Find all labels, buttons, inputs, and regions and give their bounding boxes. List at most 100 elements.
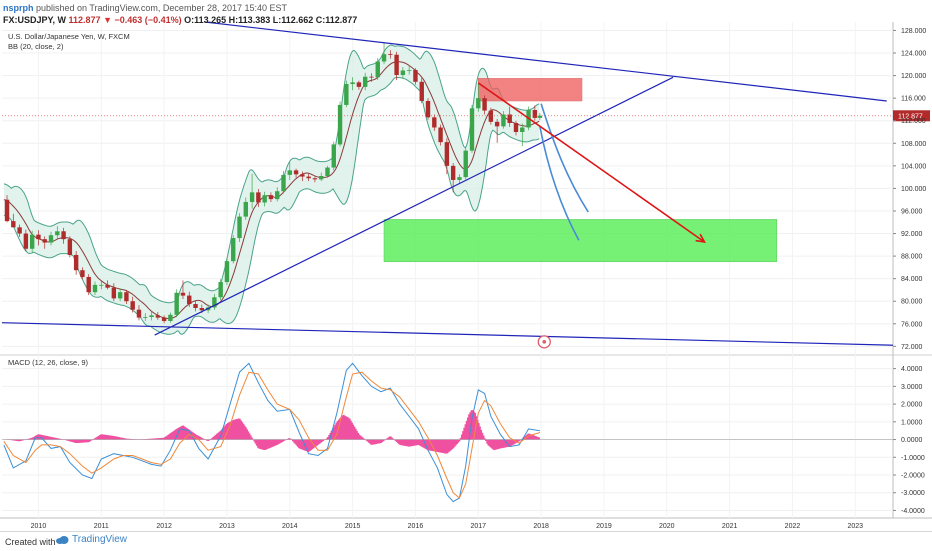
bb-legend: BB (20, close, 2)	[8, 42, 64, 51]
time-tick-label: 2019	[596, 523, 612, 530]
candle-up	[338, 105, 342, 144]
candle-down	[124, 292, 128, 301]
macd-histogram-bar	[459, 440, 461, 442]
candle-up	[344, 84, 348, 105]
time-tick-label: 2022	[785, 523, 801, 530]
candle-down	[369, 77, 373, 78]
candle-down	[432, 117, 436, 127]
candle-up	[501, 115, 505, 127]
candle-up	[99, 285, 103, 286]
macd-tick-label: -3.0000	[901, 490, 925, 497]
macd-tick-label: 4.0000	[901, 366, 923, 373]
candle-down	[43, 239, 47, 242]
price-tick-label: 88.000	[901, 254, 923, 261]
candle-up	[149, 315, 153, 317]
price-tick-label: 100.000	[901, 186, 926, 193]
low-price: L:112.662	[273, 15, 314, 25]
candle-down	[162, 318, 166, 321]
candle-down	[11, 221, 15, 227]
time-tick-label: 2021	[722, 523, 738, 530]
candle-down	[482, 98, 486, 110]
candle-down	[156, 315, 160, 317]
time-tick-label: 2018	[533, 523, 549, 530]
chart-canvas: 112.877 128.000124.000120.000116.000112.…	[0, 0, 932, 531]
author-name[interactable]: nsprph	[3, 3, 34, 13]
candle-down	[181, 293, 185, 296]
price-tick-label: 80.000	[901, 299, 923, 306]
green-target-zone	[384, 219, 777, 261]
candle-up	[288, 170, 292, 175]
candle-down	[533, 110, 537, 118]
candle-up	[476, 98, 480, 108]
macd-histogram-bar	[538, 437, 540, 439]
price-change: −0.463 (−0.41%)	[115, 15, 182, 25]
macd-histogram-bar	[251, 438, 253, 440]
candle-up	[30, 235, 34, 249]
candle-up	[168, 315, 172, 321]
candle-up	[401, 71, 405, 76]
candle-up	[470, 108, 474, 150]
price-tick-label: 96.000	[901, 208, 923, 215]
price-tick-label: 116.000	[901, 96, 926, 103]
macd-tick-label: -1.0000	[901, 455, 925, 462]
time-tick-label: 2020	[659, 523, 675, 530]
candle-down	[105, 285, 109, 288]
red-resistance-zone	[478, 78, 582, 101]
candle-down	[313, 178, 317, 179]
down-triangle-icon: ▼	[103, 15, 112, 25]
price-tick-label: 104.000	[901, 163, 926, 170]
candle-up	[237, 217, 241, 238]
time-tick-label: 2016	[408, 523, 424, 530]
time-tick-label: 2010	[31, 523, 47, 530]
candle-up	[49, 235, 53, 242]
candle-down	[300, 174, 304, 176]
candle-up	[225, 261, 229, 282]
chart-title: U.S. Dollar/Japanese Yen, W, FXCM	[8, 32, 130, 41]
created-with-label: Created with	[5, 537, 56, 547]
time-tick-label: 2014	[282, 523, 298, 530]
candle-up	[464, 151, 468, 178]
macd-tick-label: 2.0000	[901, 402, 923, 409]
candle-up	[332, 144, 336, 167]
candle-down	[495, 122, 499, 127]
candle-up	[93, 285, 97, 292]
time-tick-label: 2012	[156, 523, 172, 530]
candle-down	[61, 231, 65, 239]
footer: Created with TradingView	[0, 531, 932, 551]
candle-down	[80, 270, 84, 277]
macd-tick-label: 0.0000	[901, 437, 923, 444]
candle-up	[407, 70, 411, 71]
candle-up	[376, 61, 380, 77]
candle-up	[250, 192, 254, 202]
candle-down	[137, 310, 141, 318]
symbol-name: FX:USDJPY, W	[3, 15, 66, 25]
candle-down	[357, 82, 361, 87]
time-tick-label: 2013	[219, 523, 235, 530]
candle-up	[143, 317, 147, 318]
candle-down	[426, 101, 430, 117]
time-tick-label: 2023	[848, 523, 864, 530]
tradingview-brand: TradingView	[72, 534, 127, 545]
candle-down	[394, 55, 398, 75]
tradingview-link[interactable]: TradingView	[55, 534, 127, 545]
price-tick-label: 76.000	[901, 321, 923, 328]
candle-down	[269, 195, 273, 199]
candle-up	[218, 282, 222, 297]
candle-down	[294, 170, 298, 174]
candle-down	[187, 296, 191, 304]
macd-legend: MACD (12, 26, close, 9)	[8, 358, 89, 367]
candle-up	[382, 54, 386, 61]
candle-down	[514, 123, 518, 132]
candle-up	[325, 168, 329, 176]
last-price: 112.877	[69, 15, 101, 25]
candle-down	[112, 288, 116, 299]
macd-tick-label: 3.0000	[901, 384, 923, 391]
candle-down	[489, 111, 493, 122]
price-tick-label: 72.000	[901, 344, 923, 351]
published-text: published on TradingView.com, December 2…	[36, 3, 287, 13]
price-tick-label: 112.000	[901, 118, 926, 125]
candle-up	[520, 127, 524, 132]
candle-up	[55, 231, 59, 235]
candle-down	[74, 255, 78, 270]
price-tick-label: 92.000	[901, 231, 923, 238]
